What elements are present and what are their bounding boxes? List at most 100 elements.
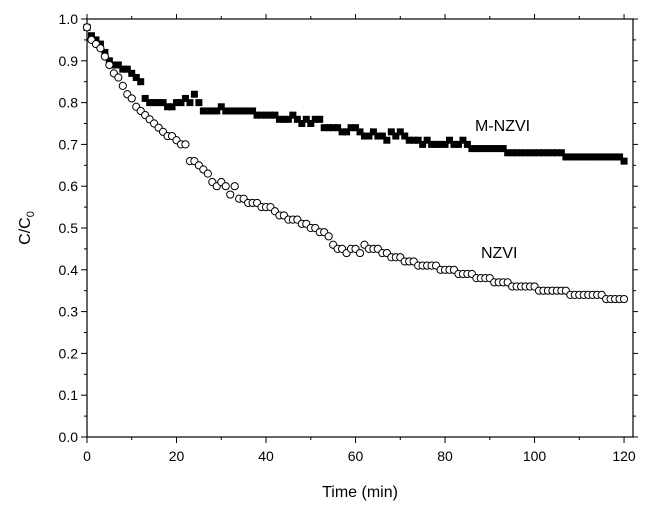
data-point [517,149,525,157]
data-point [275,115,283,123]
x-axis-title: Time (min) [322,484,398,501]
data-point [607,153,615,161]
data-point [105,57,113,65]
y-tick-label: 1.0 [59,11,79,27]
data-point [213,107,221,115]
data-point [199,107,207,115]
data-point [508,149,516,157]
data-point [446,136,454,144]
data-point [307,120,315,127]
data-point [387,128,395,136]
data-point [580,153,588,161]
data-point [123,65,131,73]
data-point [490,145,498,153]
series-m-nzvi [83,23,628,165]
data-point [378,132,386,140]
y-axis-title: C/C0 [17,211,37,245]
data-point [405,136,413,144]
data-point [526,149,534,157]
y-axis-title-subscript: 0 [25,211,37,217]
data-point [616,153,624,161]
data-point [544,149,552,157]
data-point [486,145,494,153]
data-point [82,23,92,32]
x-axis: 0 20 40 60 80 100 120 [83,14,636,464]
data-point [566,153,574,161]
data-point [334,124,342,132]
data-point [181,94,189,102]
data-point [181,140,190,149]
data-point [118,81,127,90]
data-point [531,149,539,157]
data-point [401,132,409,140]
data-point [226,107,234,115]
data-point [548,149,556,157]
data-point [302,115,310,123]
data-point [114,61,122,69]
data-point [155,99,163,107]
data-point [231,107,239,115]
data-point [513,149,521,157]
data-point [92,36,100,44]
data-point [190,90,198,98]
y-axis: 0.0 0.1 0.2 0.3 0.4 0.5 0.6 0.7 0.8 0.9 1.0 [59,11,638,445]
data-point [221,182,230,191]
data-point [562,153,570,161]
data-point [293,115,301,123]
data-point [249,107,257,115]
data-point [96,44,105,53]
data-point [203,169,212,178]
series-nzvi [82,23,629,304]
data-point [141,94,149,102]
data-point [289,111,297,119]
data-point [396,128,404,136]
data-point [173,99,181,107]
data-point [593,153,601,161]
data-point [557,149,565,157]
x-tick-label: 80 [437,448,453,464]
y-tick-label: 0.1 [59,387,79,403]
data-point [150,99,158,107]
data-point [428,140,436,148]
data-point [392,132,400,140]
data-point [168,103,176,111]
y-tick-label: 0.6 [59,178,79,194]
data-point [369,128,377,136]
data-point [96,40,104,48]
y-tick-label: 0.8 [59,95,79,111]
data-point [186,99,194,107]
data-point [87,32,95,40]
data-point [320,124,328,132]
data-point [598,153,606,161]
data-point [504,149,512,157]
data-point [114,73,123,82]
data-point [235,107,243,115]
x-tick-label: 20 [169,448,185,464]
data-point [159,99,167,107]
data-point [571,153,579,161]
data-point [522,149,530,157]
data-point [132,74,140,82]
series-layer [82,23,629,304]
x-tick-label: 0 [83,448,91,464]
y-tick-label: 0.2 [59,345,79,361]
data-point [164,103,172,111]
data-point [410,136,418,144]
data-point [137,78,145,86]
data-point [244,107,252,115]
y-tick-label: 0.0 [59,429,79,445]
data-point [355,248,365,258]
data-point [298,120,306,127]
data-point [602,153,610,161]
data-point [620,157,628,165]
x-tick-label: 120 [612,448,636,464]
data-point [324,232,333,241]
data-point [119,65,127,73]
data-point [414,136,422,144]
data-point [495,145,503,153]
series-label-nzvi: NZVI [481,245,517,262]
data-point [316,115,324,123]
data-point [468,145,476,153]
y-tick-label: 0.7 [59,136,79,152]
data-point [463,140,471,148]
